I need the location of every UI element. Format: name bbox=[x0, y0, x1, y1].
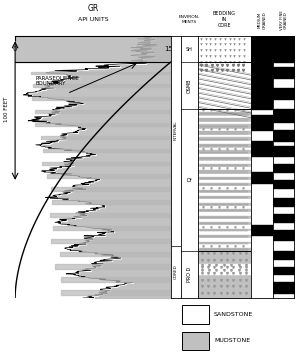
Text: INTERVAL: INTERVAL bbox=[174, 120, 178, 140]
Text: PARASEQUENCE
BOUNDARY: PARASEQUENCE BOUNDARY bbox=[36, 75, 79, 86]
Text: PRO D: PRO D bbox=[187, 267, 192, 282]
Text: CORED: CORED bbox=[174, 264, 178, 279]
Text: Df: Df bbox=[187, 178, 192, 182]
Text: 100 FEET: 100 FEET bbox=[4, 97, 9, 122]
Text: GR: GR bbox=[87, 4, 98, 13]
Bar bbox=[182, 332, 209, 350]
Text: SH: SH bbox=[186, 47, 193, 51]
Text: SANDSTONE: SANDSTONE bbox=[214, 312, 253, 317]
Text: MEDIUM
GRAINED: MEDIUM GRAINED bbox=[258, 11, 266, 29]
Text: ENVIRON-
MENTS: ENVIRON- MENTS bbox=[179, 15, 200, 24]
Bar bbox=[182, 305, 209, 323]
Text: API UNITS: API UNITS bbox=[78, 17, 108, 22]
Text: VERY FINE
GRAINED: VERY FINE GRAINED bbox=[280, 10, 288, 30]
Text: BEDDING
IN
CORE: BEDDING IN CORE bbox=[213, 11, 236, 28]
Text: OSMB: OSMB bbox=[187, 79, 192, 93]
Text: MUDSTONE: MUDSTONE bbox=[214, 338, 250, 343]
